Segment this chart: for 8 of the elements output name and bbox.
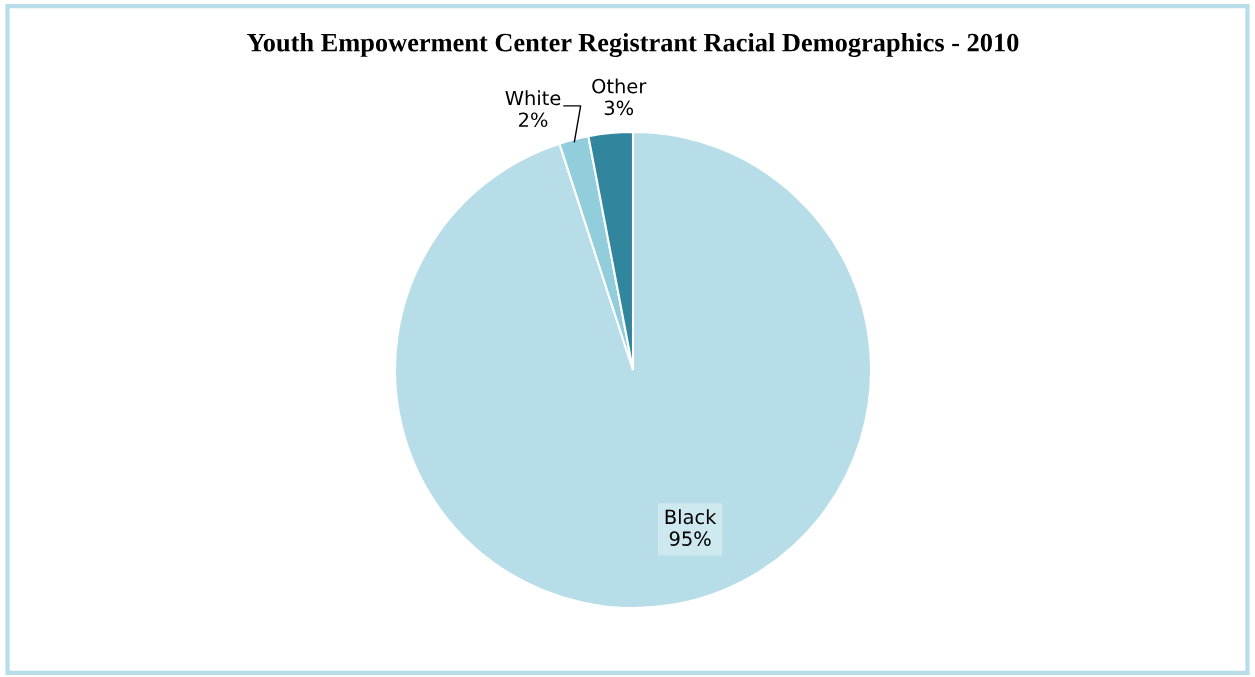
data-label: 95% <box>669 531 711 546</box>
data-label: 3% <box>604 100 634 116</box>
slice-label: White <box>505 90 561 106</box>
pie-slice <box>393 130 873 610</box>
slice-label: Black <box>665 509 717 525</box>
chart-title: Youth Empowerment Center Registrant Racial Demographics - 2010 <box>247 32 1019 58</box>
slice-label: Other <box>592 78 647 94</box>
data-label: 2% <box>519 112 548 128</box>
